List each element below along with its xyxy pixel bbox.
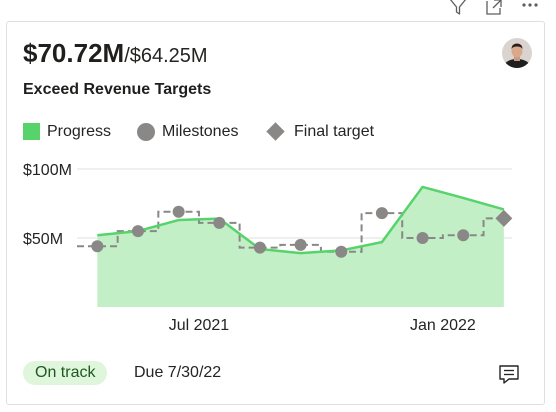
milestone-marker[interactable] [457,229,470,242]
y-tick-label: $100M [23,162,72,179]
user-avatar-icon[interactable] [502,38,532,68]
progress-area [97,186,504,307]
target-step-line [77,210,504,253]
legend-progress[interactable]: Progress [23,121,123,143]
legend-milestones-label: Milestones [162,123,239,140]
target-value: /$64.25M [124,45,208,67]
goal-progress-chart[interactable]: $100M $50M Jul 2021 Jan 2022 [7,22,544,342]
goal-value: $70.72M/$64.25M [23,38,208,69]
milestone-markers [91,205,513,258]
due-date: Due 7/30/22 [134,364,222,381]
progress-point[interactable] [376,236,388,248]
milestone-swatch-icon [137,123,155,141]
milestone-marker[interactable] [416,232,429,244]
milestone-marker[interactable] [91,240,104,253]
legend-final-target-label: Final target [294,123,375,140]
filter-icon[interactable] [448,0,468,16]
focus-mode-icon[interactable] [484,0,504,16]
progress-point[interactable] [417,181,429,193]
visual-header [436,0,556,20]
more-options-icon[interactable] [520,0,540,16]
milestone-step-line [77,210,504,253]
progress-line [91,181,505,255]
progress-swatch-icon [23,123,40,140]
progress-area-fill [97,186,504,307]
legend-final-target[interactable]: Final target [266,121,396,143]
axis-labels: $100M $50M Jul 2021 Jan 2022 [23,162,476,334]
progress-series-line [97,185,505,255]
progress-point[interactable] [91,229,103,241]
milestone-marker[interactable] [253,241,266,254]
status-badge[interactable]: On track [23,361,108,385]
x-tick-label: Jan 2022 [410,317,476,334]
goal-title[interactable]: Exceed Revenue Targets [23,81,212,98]
legend-milestones[interactable]: Milestones [137,121,257,143]
x-tick-label: Jul 2021 [169,317,230,334]
current-value: $70.72M [23,38,125,68]
y-tick-label: $50M [23,231,63,248]
final-target-marker[interactable] [495,209,513,227]
progress-point[interactable] [457,192,469,204]
comment-icon[interactable] [498,363,520,385]
legend-progress-label: Progress [47,123,112,140]
milestone-marker[interactable] [375,207,388,220]
milestone-marker[interactable] [335,245,348,258]
milestone-marker[interactable] [213,216,226,229]
goal-card: $70.72M/$64.25M Exceed Revenue Targets P… [6,21,545,405]
milestone-marker[interactable] [172,205,185,218]
milestone-marker[interactable] [294,238,307,251]
milestone-marker[interactable] [131,225,144,238]
